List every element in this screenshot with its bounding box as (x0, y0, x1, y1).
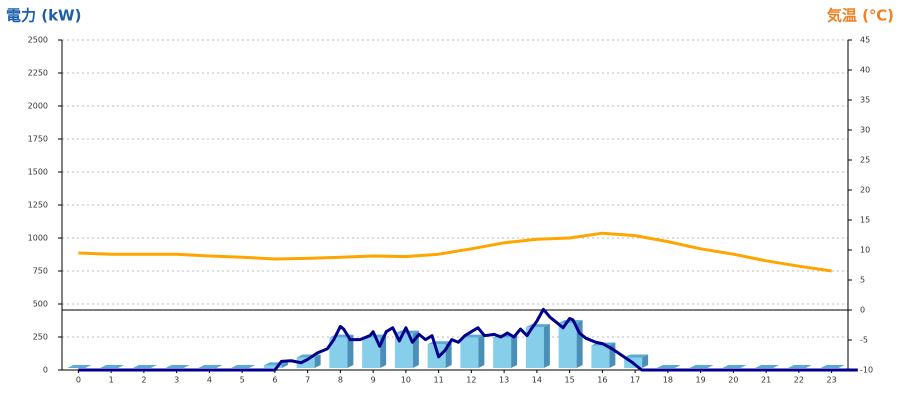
power-line (78, 307, 858, 372)
y-tick-label: 1750 (28, 135, 48, 144)
y2-tick-label: 5 (860, 276, 865, 285)
bar (558, 323, 577, 368)
x-tick-label: 17 (630, 376, 640, 385)
bar-top (165, 365, 190, 368)
bar-top (558, 320, 583, 324)
bar-top (689, 365, 714, 368)
bar (362, 337, 381, 368)
bar-side (281, 362, 288, 368)
y-axis-title: 電力 (kW) (6, 7, 81, 25)
x-tick-label: 16 (597, 376, 607, 385)
x-tick-label: 21 (761, 376, 771, 385)
bar-top (656, 365, 681, 368)
y2-tick-label: 10 (860, 246, 870, 255)
x-tick-label: 22 (794, 376, 804, 385)
bar-top (787, 365, 812, 368)
bar-top (624, 354, 649, 358)
x-tick-label: 0 (76, 376, 81, 385)
x-tick-label: 13 (499, 376, 509, 385)
x-tick-label: 20 (728, 376, 738, 385)
y2-tick-label: 15 (860, 216, 870, 225)
x-tick-label: 23 (827, 376, 837, 385)
bar-side (478, 334, 485, 368)
x-tick-label: 2 (141, 376, 146, 385)
y-tick-label: 2500 (28, 36, 48, 45)
bar-top (820, 365, 845, 368)
bar-side (511, 334, 518, 368)
x-tick-label: 1 (109, 376, 114, 385)
y-tick-label: 1500 (28, 168, 48, 177)
x-tick-label: 14 (532, 376, 542, 385)
x-tick-label: 10 (401, 376, 411, 385)
bar-top (722, 365, 747, 368)
x-tick-label: 4 (207, 376, 212, 385)
y-tick-label: 0 (43, 366, 48, 375)
y2-tick-label: 0 (860, 306, 865, 315)
x-tick-label: 12 (466, 376, 476, 385)
x-tick-label: 5 (240, 376, 245, 385)
y-tick-label: 1250 (28, 201, 48, 210)
x-tick-label: 15 (565, 376, 575, 385)
x-tick-label: 9 (371, 376, 376, 385)
bar (493, 337, 512, 368)
y-tick-label: 2250 (28, 69, 48, 78)
y2-tick-label: 25 (860, 156, 870, 165)
y-tick-label: 500 (33, 300, 48, 309)
bar (427, 344, 446, 368)
y2-tick-label: 35 (860, 96, 870, 105)
bar-side (642, 354, 649, 368)
bar-top (100, 365, 125, 368)
bar (296, 357, 315, 368)
bar-top (231, 365, 256, 368)
bar-top (67, 365, 92, 368)
y2-tick-label: 45 (860, 36, 870, 45)
x-tick-label: 19 (696, 376, 706, 385)
x-tick-label: 7 (305, 376, 310, 385)
x-tick-label: 11 (434, 376, 444, 385)
bar (460, 337, 479, 368)
y2-tick-label: 30 (860, 126, 870, 135)
x-tick-label: 18 (663, 376, 673, 385)
y-tick-label: 2000 (28, 102, 48, 111)
temperature-line (78, 231, 832, 273)
y-tick-label: 250 (33, 333, 48, 342)
bar-top (198, 365, 223, 368)
x-tick-label: 6 (272, 376, 277, 385)
y2-tick-label: -10 (860, 366, 873, 375)
y-tick-label: 750 (33, 267, 48, 276)
bar-side (543, 324, 550, 368)
bar (525, 327, 544, 368)
bar-top (755, 365, 780, 368)
bar-side (347, 334, 354, 368)
bar (329, 337, 348, 368)
y2-tick-label: 20 (860, 186, 870, 195)
bar (591, 345, 610, 368)
y-tick-label: 1000 (28, 234, 48, 243)
bar-side (314, 354, 321, 368)
y2-tick-label: -5 (860, 336, 868, 345)
x-tick-label: 3 (174, 376, 179, 385)
y2-axis-title: 気温 (℃) (827, 7, 894, 25)
bar-top (132, 365, 157, 368)
x-tick-label: 8 (338, 376, 343, 385)
y2-tick-label: 40 (860, 66, 870, 75)
bar (263, 365, 282, 368)
